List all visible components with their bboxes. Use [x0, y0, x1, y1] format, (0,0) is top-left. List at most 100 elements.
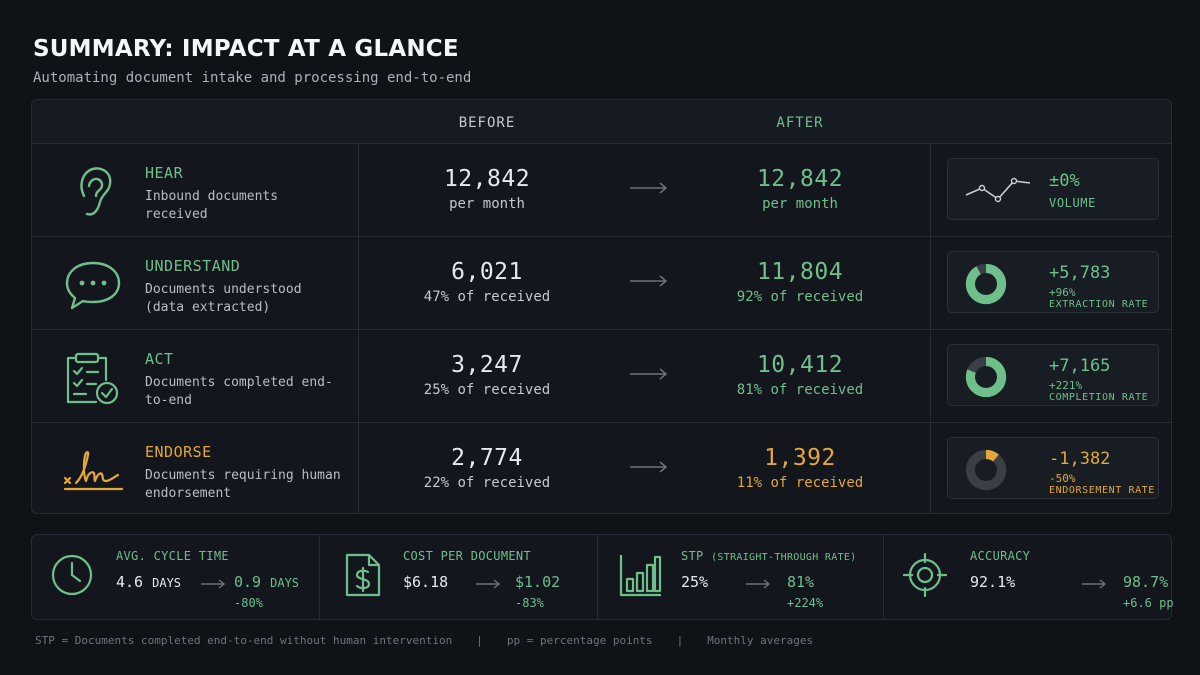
kpi-after-value: $1.02	[515, 573, 561, 591]
row-description: Inbound documents received	[145, 189, 279, 222]
metric-card-completion: +7,165 +221% COMPLETION RATE	[947, 344, 1159, 406]
kpi-label: COST PER DOCUMENT	[403, 549, 531, 563]
kpi-cost: COST PER DOCUMENT $6.18 $1.02 -83%	[319, 535, 597, 619]
footnote-monthly: Monthly averages	[707, 634, 814, 647]
donut-icon	[965, 356, 1007, 398]
metric-card-extraction: +5,783 +96% EXTRACTION RATE	[947, 251, 1159, 313]
bar-chart-icon	[619, 553, 663, 597]
arrow-right-icon	[201, 579, 226, 589]
arrow-right-icon	[630, 368, 668, 380]
kpi-label-sub: (STRAIGHT-THROUGH RATE)	[711, 552, 857, 563]
table-row: ACT Documents completed end-to-end 3,247…	[32, 330, 1171, 423]
kpi-before-value: 25%	[681, 573, 709, 591]
kpi-label-text: STP	[681, 549, 704, 563]
donut-fill	[965, 449, 1007, 491]
after-number: 10,412	[756, 352, 844, 378]
document-dollar-icon	[341, 553, 385, 597]
kpi-label: STP (STRAIGHT-THROUGH RATE)	[681, 549, 856, 563]
after-subtext: 92% of received	[736, 289, 864, 305]
footnote-pp: pp = percentage points	[506, 634, 653, 647]
row-name: UNDERSTAND	[145, 257, 241, 275]
row-name: ACT	[145, 350, 174, 368]
page-subtitle: Automating document intake and processin…	[33, 70, 472, 86]
arrow-right-icon	[1082, 579, 1107, 589]
footnotes: STP = Documents completed end-to-end wit…	[35, 634, 813, 647]
metric-percent: +96%	[1049, 286, 1076, 299]
before-subtext: 25% of received	[423, 382, 551, 398]
signature-icon	[62, 443, 124, 499]
arrow-right-icon	[746, 579, 771, 589]
arrow-right-icon	[630, 182, 668, 194]
table-row: UNDERSTAND Documents understood (data ex…	[32, 237, 1171, 330]
row-description: Documents requiring human endorsement	[145, 468, 341, 501]
kpi-delta: -83%	[515, 596, 544, 610]
checklist-icon	[62, 350, 124, 406]
kpi-before: 92.1%	[970, 573, 1015, 591]
after-value: 10,412 81% of received	[672, 352, 928, 398]
before-subtext: 47% of received	[423, 289, 551, 305]
before-value: 2,774 22% of received	[359, 445, 615, 491]
footnote-separator: |	[676, 634, 684, 647]
after-number: 12,842	[756, 166, 844, 192]
metric-value: +5,783	[1049, 263, 1111, 283]
row-description: Documents completed end-to-end	[145, 375, 333, 408]
metric-value: +7,165	[1049, 356, 1111, 376]
kpi-accuracy: ACCURACY 92.1% 98.7% +6.6 pp	[883, 535, 1174, 619]
kpi-delta: +224%	[787, 596, 824, 610]
divider	[883, 535, 884, 619]
kpi-before: 25%	[681, 573, 708, 591]
before-number: 3,247	[451, 352, 523, 378]
metric-card-volume: ±0% VOLUME	[947, 158, 1159, 220]
ear-icon	[62, 164, 124, 220]
before-subtext: 22% of received	[423, 475, 551, 491]
after-subtext: 81% of received	[736, 382, 864, 398]
column-header-after: AFTER	[776, 115, 824, 131]
after-number: 1,392	[764, 445, 836, 471]
comparison-table: BEFORE AFTER HEAR Inbound documents rece…	[31, 99, 1172, 514]
kpi-after: 0.9 DAYS	[234, 573, 299, 591]
kpi-after: $1.02	[515, 573, 560, 591]
footnote-separator: |	[476, 634, 483, 647]
metric-percent: -50%	[1049, 472, 1076, 485]
donut-icon	[965, 449, 1007, 491]
kpi-delta: -80%	[234, 596, 263, 610]
kpi-label: ACCURACY	[970, 549, 1031, 563]
donut-track	[965, 449, 1007, 491]
kpi-stp: STP (STRAIGHT-THROUGH RATE) 25% 81% +224…	[597, 535, 883, 619]
row-description: Documents understood (data extracted)	[145, 282, 302, 315]
kpi-before-unit: DAYS	[152, 576, 182, 590]
kpi-before: $6.18	[403, 573, 448, 591]
kpi-after-unit: DAYS	[270, 576, 300, 590]
arrow-right-icon	[630, 461, 668, 473]
table-row: HEAR Inbound documents received 12,842 p…	[32, 144, 1171, 237]
metric-value: -1,382	[1049, 449, 1111, 469]
kpi-before: 4.6 DAYS	[116, 573, 181, 591]
row-name: HEAR	[145, 164, 184, 182]
before-number: 6,021	[451, 259, 523, 285]
kpi-after-value: 98.7%	[1123, 573, 1169, 591]
kpi-after: 81%	[787, 573, 814, 591]
page-title: SUMMARY: IMPACT AT A GLANCE	[33, 36, 459, 62]
divider	[319, 535, 320, 619]
before-value: 3,247 25% of received	[359, 352, 615, 398]
kpi-before-value: 92.1%	[970, 573, 1016, 591]
donut-fill	[965, 356, 1007, 398]
kpi-delta: +6.6 pp	[1123, 596, 1174, 610]
metric-label: ENDORSEMENT RATE	[1049, 485, 1155, 496]
after-value: 1,392 11% of received	[672, 445, 928, 491]
kpi-after: 98.7%	[1123, 573, 1168, 591]
metric-label: COMPLETION RATE	[1049, 392, 1149, 403]
metric-label: VOLUME	[1049, 196, 1096, 210]
kpi-after-value: 81%	[787, 573, 815, 591]
before-value: 12,842 per month	[359, 166, 615, 212]
metric-value: ±0%	[1049, 171, 1080, 191]
arrow-right-icon	[630, 275, 668, 287]
kpi-before-value: $6.18	[403, 573, 449, 591]
before-number: 12,842	[443, 166, 531, 192]
after-number: 11,804	[756, 259, 844, 285]
divider	[930, 144, 931, 513]
donut-fill	[965, 263, 1007, 305]
row-name: ENDORSE	[145, 443, 212, 461]
after-value: 11,804 92% of received	[672, 259, 928, 305]
kpi-label: AVG. CYCLE TIME	[116, 549, 229, 563]
